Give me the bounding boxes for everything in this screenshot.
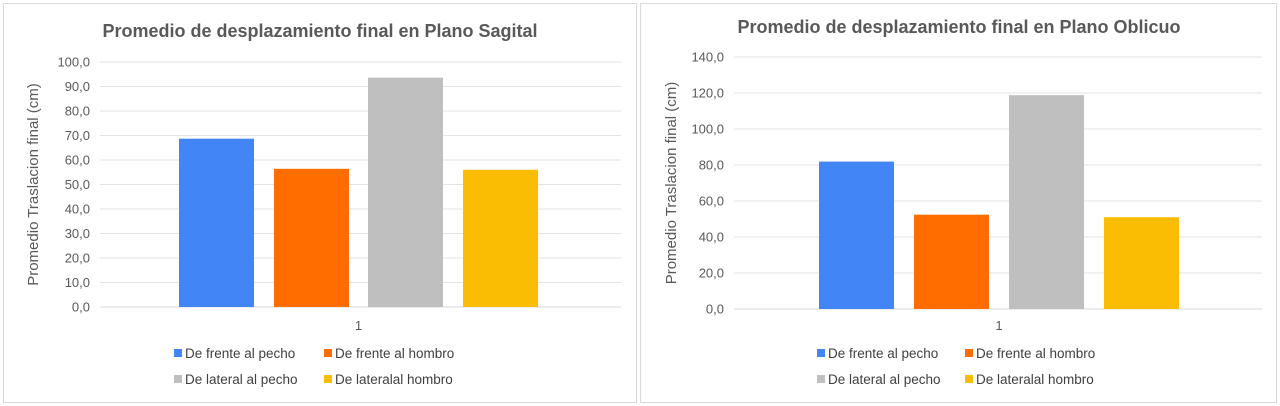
legend-swatch — [324, 349, 332, 357]
legend-entry: De frente al pecho — [185, 346, 295, 361]
legend-swatch — [965, 349, 973, 357]
chart-panel-oblicuo: Promedio de desplazamiento final en Plan… — [640, 3, 1277, 403]
legend-entry: De lateralal hombro — [976, 372, 1094, 387]
legend-entry: De lateralal hombro — [335, 372, 453, 387]
y-axis-label: Promedio Traslacion final (cm) — [663, 82, 680, 285]
legend-entry: De lateral al pecho — [185, 372, 298, 387]
chart-svg-oblicuo: Promedio de desplazamiento final en Plan… — [663, 17, 1262, 387]
y-tick-label: 20,0 — [699, 266, 724, 281]
legend-entry: De lateral al pecho — [828, 372, 941, 387]
chart-title: Promedio de desplazamiento final en Plan… — [737, 17, 1180, 37]
x-category-label: 1 — [995, 318, 1002, 333]
legend-swatch — [817, 349, 825, 357]
legend-entry: De frente al pecho — [828, 346, 938, 361]
y-tick-label: 40,0 — [65, 202, 90, 217]
y-tick-label: 100,0 — [57, 55, 90, 70]
y-tick-label: 60,0 — [699, 194, 724, 209]
y-tick-label: 50,0 — [65, 177, 90, 192]
chart-panel-sagital: Promedio de desplazamiento final en Plan… — [3, 3, 637, 403]
y-tick-label: 90,0 — [65, 79, 90, 94]
y-tick-label: 80,0 — [699, 158, 724, 173]
legend-entry: De frente al hombro — [335, 346, 454, 361]
y-tick-label: 70,0 — [65, 128, 90, 143]
bar-4 — [1104, 217, 1179, 309]
y-tick-label: 0,0 — [72, 300, 90, 315]
y-tick-label: 60,0 — [65, 153, 90, 168]
bar-1 — [179, 138, 254, 307]
bar-2 — [274, 168, 349, 307]
y-tick-label: 10,0 — [65, 275, 90, 290]
chart-svg-sagital: Promedio de desplazamiento final en Plan… — [25, 21, 621, 387]
y-axis-label: Promedio Traslacion final (cm) — [25, 83, 42, 286]
legend-entry: De frente al hombro — [976, 346, 1095, 361]
x-category-label: 1 — [355, 318, 362, 333]
legend-swatch — [817, 375, 825, 383]
bar-1 — [819, 161, 894, 309]
bar-2 — [914, 214, 989, 309]
legend-swatch — [174, 349, 182, 357]
y-tick-label: 100,0 — [691, 122, 724, 137]
chart-title: Promedio de desplazamiento final en Plan… — [102, 21, 537, 41]
y-tick-label: 140,0 — [691, 50, 724, 65]
legend-swatch — [174, 375, 182, 383]
legend-swatch — [965, 375, 973, 383]
bar-3 — [1009, 95, 1084, 309]
y-tick-label: 30,0 — [65, 226, 90, 241]
y-tick-label: 40,0 — [699, 230, 724, 245]
y-tick-label: 80,0 — [65, 104, 90, 119]
y-tick-label: 20,0 — [65, 251, 90, 266]
y-tick-label: 120,0 — [691, 86, 724, 101]
legend-swatch — [324, 375, 332, 383]
bar-3 — [368, 77, 443, 308]
bar-4 — [463, 169, 538, 307]
y-tick-label: 0,0 — [706, 302, 724, 317]
